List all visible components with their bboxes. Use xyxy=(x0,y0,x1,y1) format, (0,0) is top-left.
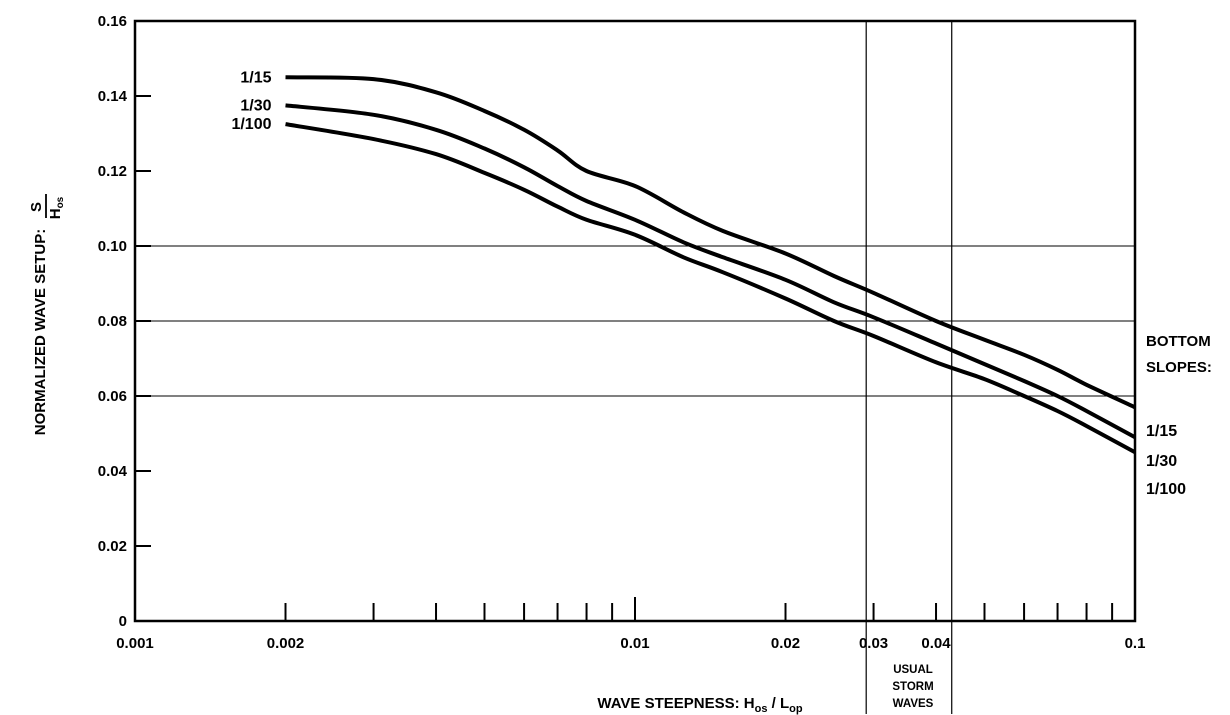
series-label-left: 1/100 xyxy=(231,116,271,133)
y-tick-label: 0.08 xyxy=(98,313,127,330)
svg-text:Hos: Hos xyxy=(47,196,66,219)
right-legend-items: 1/15 1/30 1/100 xyxy=(1146,423,1186,498)
axis-tick-labels: 0.001 0.002 0.01 0.02 0.03 0.04 0.100.020.040.… xyxy=(98,13,1146,652)
series-label-left: 1/30 xyxy=(240,97,271,114)
series-line xyxy=(285,122,1136,455)
y-tick-label: 0.10 xyxy=(98,238,127,255)
axis-ticks xyxy=(135,20,1114,622)
x-tick-label: 0.04 xyxy=(921,635,951,652)
legend-title-line2: SLOPES: xyxy=(1146,359,1212,376)
legend-item: 1/100 xyxy=(1146,481,1186,498)
svg-text:S: S xyxy=(28,202,45,212)
x-tick-label: 0.01 xyxy=(620,635,649,652)
x-tick-label: 0.001 xyxy=(116,635,154,652)
svg-text:NORMALIZED WAVE SETUP:: NORMALIZED WAVE SETUP: xyxy=(32,229,49,435)
y-tick-label: 0.02 xyxy=(98,538,127,555)
storm-note-line1: USUAL xyxy=(893,664,933,676)
storm-note-line2: STORM xyxy=(892,681,933,693)
legend-item: 1/15 xyxy=(1146,423,1177,440)
x-tick-label: 0.02 xyxy=(771,635,800,652)
storm-wave-range-lines xyxy=(865,21,953,714)
y-tick-label: 0.04 xyxy=(98,463,128,480)
series-lines xyxy=(285,75,1136,455)
storm-note-line3: WAVES xyxy=(893,698,934,710)
x-tick-label: 0.1 xyxy=(1125,635,1146,652)
series-line xyxy=(285,75,1136,410)
series-label-left: 1/15 xyxy=(240,69,271,86)
y-tick-label: 0.16 xyxy=(98,13,127,30)
x-axis-title: WAVE STEEPNESS: Hos / Lop xyxy=(597,695,803,715)
y-tick-label: 0 xyxy=(119,613,127,630)
y-tick-label: 0.14 xyxy=(98,88,128,105)
left-series-labels: 1/15 1/30 1/100 xyxy=(231,69,271,133)
y-tick-label: 0.06 xyxy=(98,388,127,405)
legend-item: 1/30 xyxy=(1146,453,1177,470)
x-tick-label: 0.002 xyxy=(267,635,305,652)
legend-title-line1: BOTTOM xyxy=(1146,333,1211,350)
series-line xyxy=(285,103,1136,440)
y-axis-title: NORMALIZED WAVE SETUP: S Hos xyxy=(28,194,66,435)
y-tick-label: 0.12 xyxy=(98,163,127,180)
grid-lines xyxy=(135,245,1135,397)
x-tick-label: 0.03 xyxy=(859,635,888,652)
